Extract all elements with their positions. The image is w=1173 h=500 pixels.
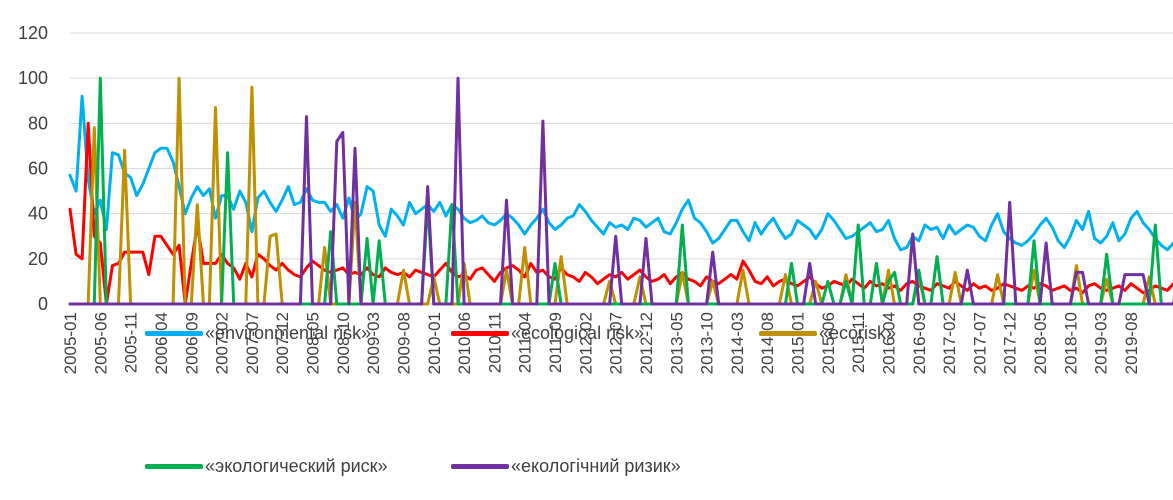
x-tick-label: 2007-02 [213, 312, 232, 374]
x-tick-label: 2015-11 [849, 312, 868, 373]
y-tick-label: 120 [18, 23, 48, 43]
x-tick-label: 2007-07 [243, 312, 262, 374]
x-tick-label: 2014-03 [728, 312, 747, 374]
x-tick-label: 2012-07 [607, 312, 626, 374]
x-tick-label: 2009-08 [394, 312, 413, 374]
x-tick-label: 2016-09 [910, 312, 929, 374]
x-tick-label: 2017-12 [1001, 312, 1020, 374]
series-line-0 [68, 94, 1173, 252]
y-tick-label: 0 [38, 294, 48, 314]
x-tick-label: 2010-11 [485, 312, 504, 373]
series-lines [68, 76, 1173, 306]
y-tick-label: 40 [28, 204, 48, 224]
x-tick-label: 2017-07 [970, 312, 989, 374]
x-tick-label: 2006-09 [182, 312, 201, 374]
x-tick-label: 2010-06 [455, 312, 474, 374]
x-tick-label: 2013-10 [698, 312, 717, 374]
x-tick-label: 2015-01 [789, 312, 808, 374]
x-tick-label: 2005-01 [61, 312, 80, 374]
x-tick-label: 2005-11 [122, 312, 141, 373]
x-tick-label: 2017-02 [940, 312, 959, 374]
x-tick-label: 2006-04 [152, 312, 171, 374]
x-tick-label: 2018-10 [1061, 312, 1080, 374]
y-tick-label: 20 [28, 249, 48, 269]
x-tick-label: 2015-06 [819, 312, 838, 374]
x-tick-label: 2018-05 [1031, 312, 1050, 374]
x-tick-label: 2010-01 [425, 312, 444, 374]
y-axis-ticks: 0 20 40 60 80 100 120 [18, 23, 48, 314]
x-tick-label: 2011-04 [516, 312, 535, 373]
y-tick-label: 100 [18, 68, 48, 88]
y-tick-label: 60 [28, 159, 48, 179]
x-tick-label: 2014-08 [758, 312, 777, 374]
x-tick-label: 2005-06 [91, 312, 110, 374]
series-line-3 [68, 76, 1173, 306]
x-tick-label: 2007-12 [273, 312, 292, 374]
x-tick-label: 2008-05 [304, 312, 323, 374]
x-tick-label: 2012-12 [637, 312, 656, 374]
series-line-4 [68, 76, 1173, 306]
x-tick-label: 2013-05 [667, 312, 686, 374]
y-tick-label: 80 [28, 113, 48, 133]
x-tick-label: 2019-03 [1092, 312, 1111, 374]
x-tick-label: 2011-09 [546, 312, 565, 373]
x-tick-label: 2008-10 [334, 312, 353, 374]
x-tick-label: 2019-08 [1122, 312, 1141, 374]
x-tick-label: 2012-02 [576, 312, 595, 374]
x-tick-label: 2009-03 [364, 312, 383, 374]
x-axis-ticks: 2005-01 2005-06 2005-11 2006-04 2006-09 2007-… [61, 312, 1141, 374]
x-tick-label: 2016-04 [879, 312, 898, 374]
